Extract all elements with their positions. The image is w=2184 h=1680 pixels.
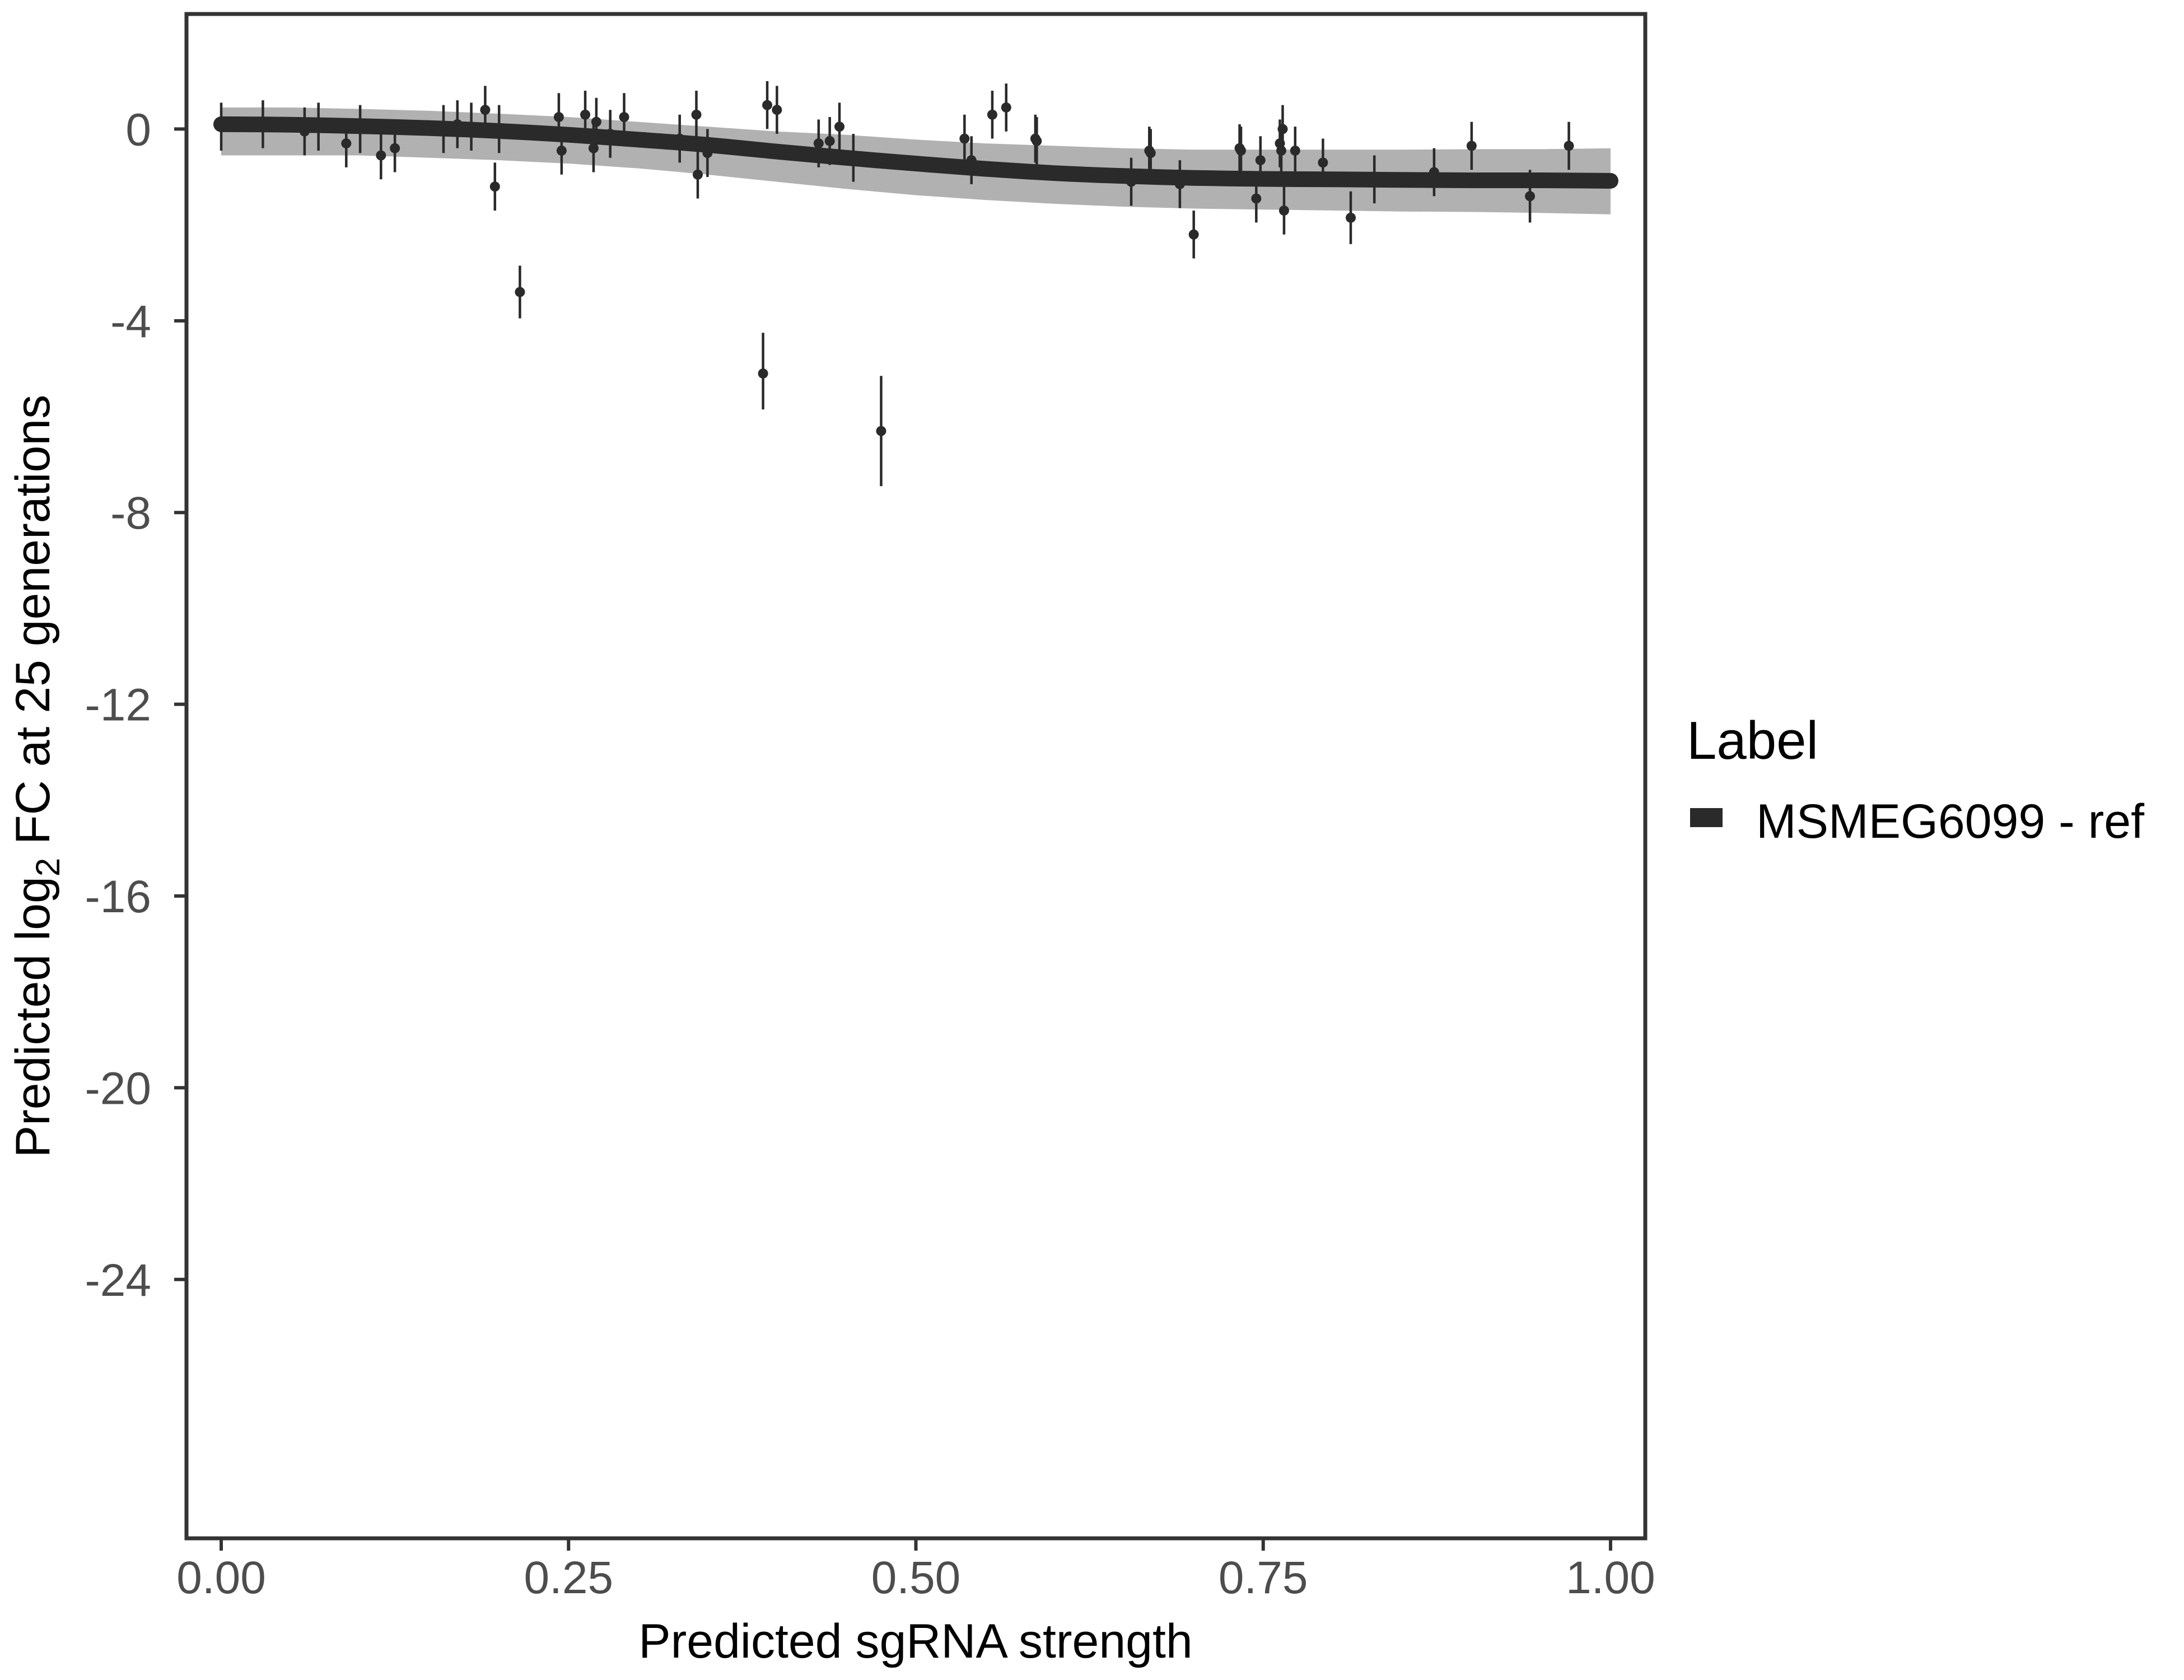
data-point (691, 90, 702, 139)
point-marker (813, 138, 824, 149)
data-point (1236, 127, 1247, 175)
point-marker (515, 287, 525, 297)
point-marker (1255, 155, 1266, 166)
data-point (762, 81, 773, 129)
data-point (515, 265, 525, 319)
point-marker (1346, 212, 1356, 223)
y-tick-label: -24 (85, 1255, 151, 1306)
y-tick-label: 0 (125, 104, 151, 155)
point-marker (876, 426, 886, 436)
y-tick-label: -20 (85, 1063, 151, 1114)
x-tick-label: 1.00 (1566, 1552, 1655, 1603)
data-point (1466, 122, 1477, 170)
point-marker (341, 138, 352, 149)
x-tick-label: 0.25 (524, 1552, 613, 1603)
data-point (834, 102, 845, 151)
data-point (772, 86, 782, 134)
legend-title: Label (1687, 711, 1818, 771)
y-axis-title-subscript: 2 (29, 858, 67, 876)
point-marker (1188, 229, 1199, 240)
point-marker (987, 109, 997, 120)
data-point (692, 150, 703, 199)
point-marker (480, 105, 491, 115)
data-point (959, 114, 970, 163)
point-marker (1525, 191, 1536, 202)
data-point (1001, 83, 1011, 132)
point-marker (556, 145, 567, 156)
x-tick-label: 0.50 (871, 1552, 961, 1603)
point-marker (489, 181, 500, 192)
point-marker (1145, 148, 1156, 158)
legend-entry-label: MSMEG6099 - ref (1756, 795, 2145, 848)
data-point (1564, 122, 1574, 170)
point-marker (1001, 102, 1011, 113)
point-marker (1277, 124, 1288, 134)
data-point (876, 376, 886, 487)
point-marker (376, 150, 386, 161)
point-marker (762, 100, 773, 110)
y-axis-title: Predicted log2 FC at 25 generations (6, 395, 67, 1158)
point-marker (824, 136, 835, 146)
point-marker (580, 109, 591, 120)
data-point (1277, 105, 1288, 153)
y-axis-title-suffix: FC at 25 generations (6, 395, 60, 858)
y-tick-label: -12 (85, 680, 151, 731)
y-axis-title-prefix: Predicted log (6, 876, 60, 1158)
point-marker (1318, 157, 1328, 168)
data-point (489, 162, 500, 211)
point-marker (758, 368, 768, 379)
point-marker (1251, 193, 1262, 204)
data-point (987, 90, 997, 139)
y-tick-label: -4 (110, 296, 151, 347)
legend: Label MSMEG6099 - ref (1687, 711, 2145, 848)
data-point (1032, 117, 1042, 165)
point-marker (1564, 141, 1574, 151)
data-point (758, 333, 768, 410)
y-tick-label: -8 (110, 488, 151, 539)
point-marker (692, 169, 703, 180)
data-point (1188, 210, 1199, 259)
fit-line (213, 116, 1618, 189)
plot-area (213, 81, 1618, 487)
data-point (1290, 127, 1300, 175)
point-marker (1290, 145, 1300, 156)
point-marker (619, 112, 629, 123)
data-point (1278, 186, 1289, 235)
x-tick-label: 0.00 (176, 1552, 266, 1603)
point-marker (772, 105, 782, 115)
point-marker (591, 116, 601, 127)
point-marker (1276, 145, 1286, 156)
x-axis-title: Predicted sgRNA strength (638, 1614, 1193, 1668)
data-point (376, 131, 386, 180)
x-axis: 0.00 0.25 0.50 0.75 1.00 (176, 1540, 1655, 1603)
data-point (1346, 191, 1356, 244)
point-marker (1236, 145, 1247, 156)
point-marker (553, 112, 564, 123)
point-marker (834, 122, 845, 132)
point-marker (1278, 205, 1289, 216)
point-marker (1466, 141, 1477, 151)
x-tick-label: 0.75 (1219, 1552, 1308, 1603)
point-marker (390, 143, 400, 153)
point-marker (691, 109, 702, 120)
plot-panel-border (184, 12, 1648, 1541)
point-marker (959, 133, 970, 144)
y-axis: 0 -4 -8 -12 -16 -20 -24 (85, 104, 185, 1306)
point-marker (1032, 136, 1042, 146)
legend-key (1690, 808, 1723, 827)
y-tick-label: -16 (85, 871, 151, 922)
